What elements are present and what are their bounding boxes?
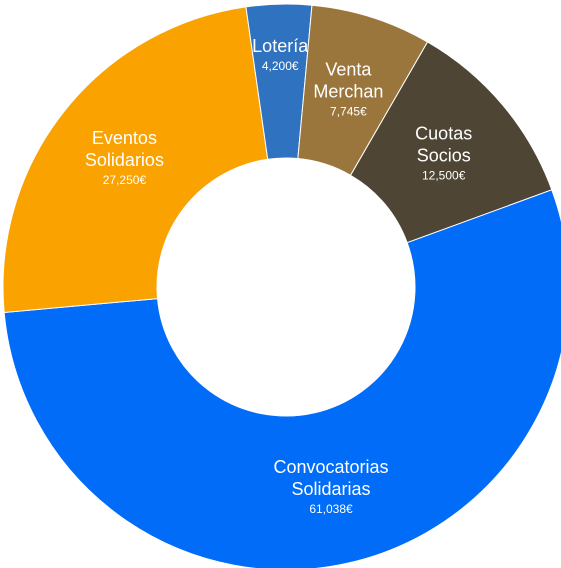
slice-name-line: Convocatorias — [273, 457, 388, 477]
slices-layer — [2, 3, 561, 568]
slice-value-label: 12,500€ — [422, 168, 466, 182]
slice-name-line: Merchan — [313, 82, 383, 102]
slice-value-label: 7,745€ — [330, 105, 367, 119]
slice-cuotas-socios[interactable] — [349, 41, 553, 244]
slice-convocatorias-solidarias[interactable] — [3, 189, 561, 568]
slice-name-line: Eventos — [92, 128, 157, 148]
slice-eventos-solidarios[interactable] — [2, 6, 269, 314]
labels-layer: CuotasSocios12,500€ConvocatoriasSolidari… — [85, 36, 472, 516]
slice-name-line: Socios — [417, 145, 471, 165]
slice-name-line: Cuotas — [415, 123, 472, 143]
slice-label-loteria: Lotería 4,200€ — [252, 36, 309, 73]
slice-name-line: Lotería — [252, 36, 309, 56]
slice-value-label: 4,200€ — [262, 59, 299, 73]
slice-name-line: Venta — [325, 60, 372, 80]
slice-name-line: Solidarias — [291, 479, 370, 499]
slice-name-line: Solidarios — [85, 150, 164, 170]
slice-value-label: 61,038€ — [309, 502, 353, 516]
slice-value-label: 27,250€ — [103, 173, 147, 187]
slice-venta-merchan[interactable] — [297, 4, 429, 176]
